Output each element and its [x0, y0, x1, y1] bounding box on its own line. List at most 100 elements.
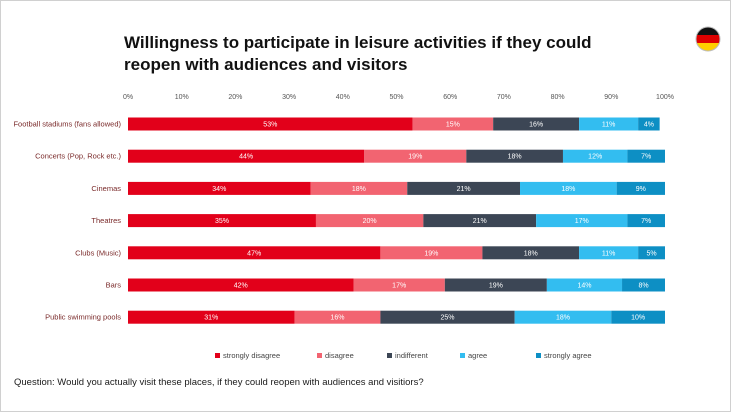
bar-segment	[128, 214, 316, 228]
legend-swatch	[460, 353, 465, 358]
chart-title: Willingness to participate in leisure ac…	[124, 33, 592, 74]
bar-segment	[407, 181, 521, 195]
bar-segment	[364, 149, 467, 163]
germany-flag-icon	[695, 26, 721, 52]
data-label: 14%	[577, 283, 591, 290]
legend-label: indifferent	[395, 351, 429, 360]
legend-swatch	[215, 353, 220, 358]
legend-label: strongly disagree	[223, 351, 280, 360]
data-label: 44%	[239, 154, 253, 161]
x-tick-label: 70%	[497, 94, 511, 101]
bar-segment	[128, 310, 295, 324]
question-text: Question: Would you actually visit these…	[14, 377, 424, 388]
x-tick-label: 80%	[551, 94, 565, 101]
legend-swatch	[387, 353, 392, 358]
data-label: 25%	[441, 315, 455, 322]
bar-segment	[482, 246, 580, 260]
data-label: 20%	[363, 218, 377, 225]
x-tick-label: 30%	[282, 94, 296, 101]
data-label: 21%	[473, 218, 487, 225]
bar-segment	[579, 117, 639, 131]
data-label: 53%	[263, 122, 277, 129]
bar-segment	[579, 246, 639, 260]
data-label: 17%	[575, 218, 589, 225]
data-label: 16%	[529, 122, 543, 129]
data-label: 18%	[561, 186, 575, 193]
x-tick-label: 50%	[389, 94, 403, 101]
data-label: 17%	[392, 283, 406, 290]
category-label: Cinemas	[91, 184, 121, 193]
data-label: 16%	[330, 315, 344, 322]
bar-segment	[466, 149, 563, 163]
data-label: 7%	[641, 218, 651, 225]
bar-segment	[412, 117, 494, 131]
x-tick-label: 10%	[175, 94, 189, 101]
x-tick-label: 20%	[228, 94, 242, 101]
legend-label: disagree	[325, 351, 354, 360]
data-label: 9%	[636, 186, 646, 193]
bar-segment	[128, 181, 311, 195]
bar-segment	[315, 214, 424, 228]
data-label: 18%	[524, 250, 538, 257]
data-label: 35%	[215, 218, 229, 225]
category-label: Bars	[106, 281, 122, 290]
data-label: 19%	[489, 283, 503, 290]
bar-segment	[294, 310, 381, 324]
x-tick-label: 0%	[123, 94, 133, 101]
data-label: 4%	[644, 122, 654, 129]
x-tick-label: 90%	[604, 94, 618, 101]
data-label: 7%	[641, 154, 651, 161]
data-label: 18%	[556, 315, 570, 322]
category-label: Football stadiums (fans allowed)	[13, 120, 121, 129]
data-label: 10%	[631, 315, 645, 322]
bar-segment	[128, 149, 365, 163]
bar-segment	[444, 278, 547, 292]
legend-swatch	[536, 353, 541, 358]
data-label: 18%	[352, 186, 366, 193]
bar-segment	[493, 117, 580, 131]
bar-segment	[380, 246, 483, 260]
bar-segment	[423, 214, 537, 228]
data-label: 19%	[408, 154, 422, 161]
x-tick-label: 40%	[336, 94, 350, 101]
data-label: 5%	[647, 250, 657, 257]
data-label: 8%	[638, 283, 648, 290]
category-label: Public swimming pools	[45, 313, 121, 322]
bar-segment	[520, 181, 617, 195]
x-tick-label: 60%	[443, 94, 457, 101]
bar-segment	[622, 278, 665, 292]
bar-segment	[546, 278, 623, 292]
data-label: 34%	[212, 186, 226, 193]
legend-label: agree	[468, 351, 487, 360]
bar-segment	[380, 310, 515, 324]
data-label: 47%	[247, 250, 261, 257]
bar-segment	[562, 149, 628, 163]
category-label: Theatres	[91, 216, 121, 225]
bar-segment	[627, 149, 665, 163]
data-label: 19%	[424, 250, 438, 257]
bar-segment	[638, 246, 665, 260]
x-tick-label: 100%	[656, 94, 674, 101]
bar-segment	[536, 214, 628, 228]
bar-segment	[128, 246, 381, 260]
bar-segment	[638, 117, 660, 131]
bar-segment	[128, 278, 354, 292]
data-label: 15%	[446, 122, 460, 129]
data-label: 11%	[602, 122, 616, 129]
bar-segment	[310, 181, 408, 195]
legend-label: strongly agree	[544, 351, 592, 360]
bar-segment	[128, 117, 413, 131]
data-label: 11%	[602, 250, 616, 257]
data-label: 18%	[508, 154, 522, 161]
category-label: Clubs (Music)	[75, 248, 121, 257]
bar-segment	[611, 310, 665, 324]
bar-segment	[514, 310, 612, 324]
bar-segment	[616, 181, 665, 195]
data-label: 12%	[588, 154, 602, 161]
legend-swatch	[317, 353, 322, 358]
bar-segment	[627, 214, 665, 228]
bar-segment	[353, 278, 445, 292]
data-label: 42%	[234, 283, 248, 290]
